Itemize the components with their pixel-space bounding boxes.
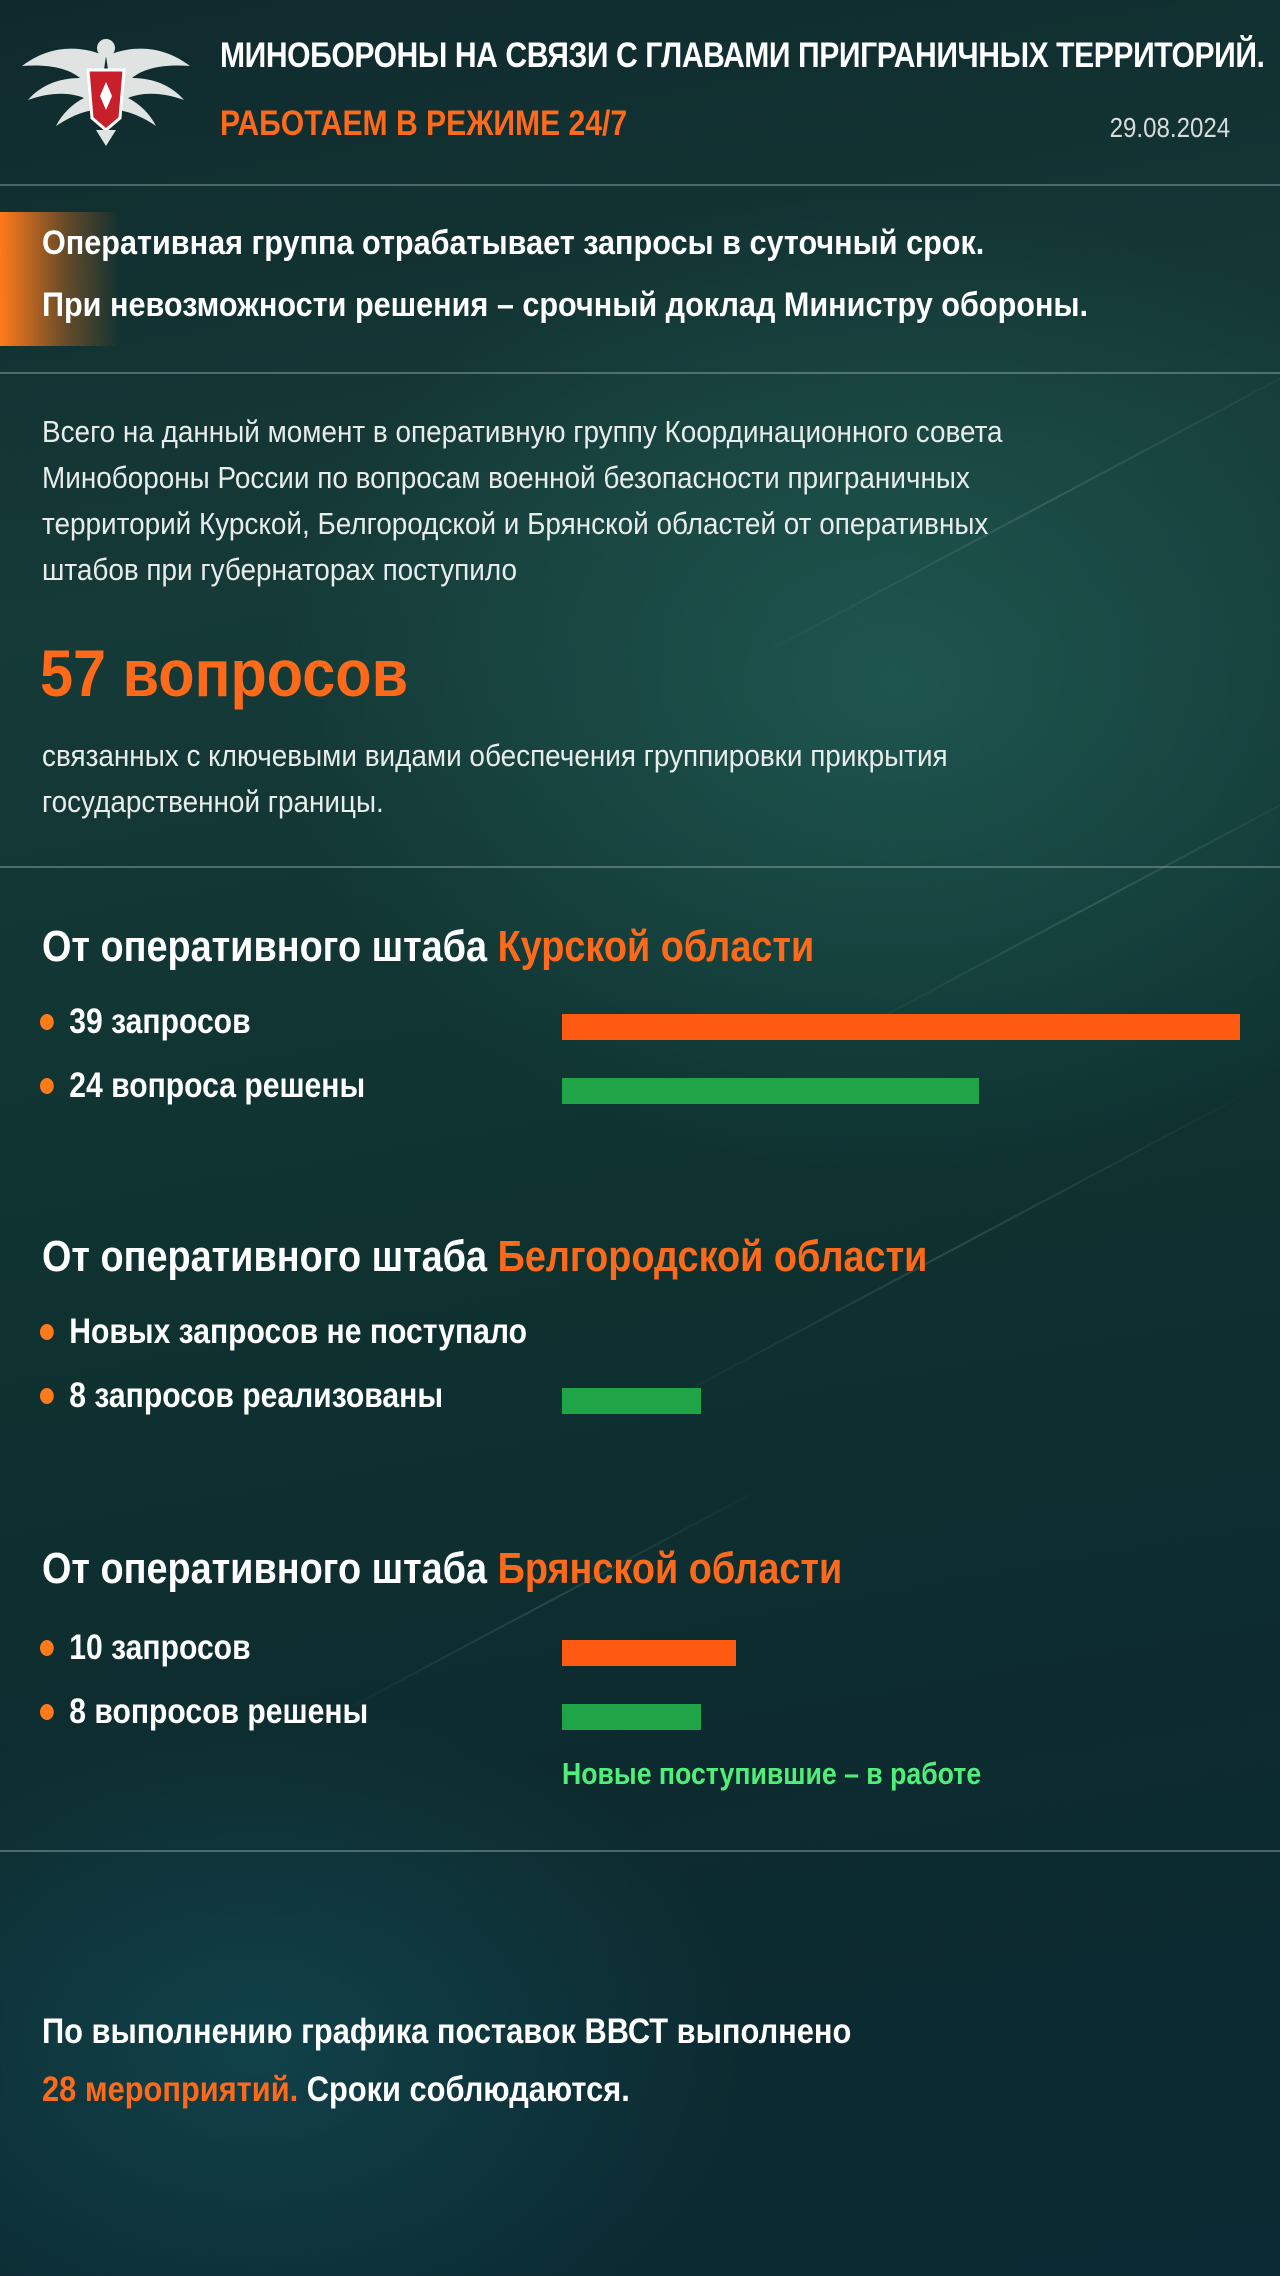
lead-line-2: При невозможности решения – срочный докл… xyxy=(42,286,1089,324)
section-prefix: От оперативного штаба xyxy=(42,1544,498,1593)
summary-after-line: государственной границы. xyxy=(42,784,384,819)
total-questions: 57 вопросов xyxy=(40,636,409,710)
footer-rest: Сроки соблюдаются. xyxy=(298,2070,630,2109)
section-region: Курской области xyxy=(497,922,815,971)
item-label: 39 запросов xyxy=(69,1002,251,1041)
footer-highlight: 28 мероприятий. xyxy=(42,2070,299,2109)
summary-line: Всего на данный момент в оперативную гру… xyxy=(42,414,1003,449)
resolved-bar xyxy=(562,1704,701,1730)
bullet-icon xyxy=(40,1704,54,1720)
accent-bar xyxy=(0,212,120,346)
lead-line-1: Оперативная группа отрабатывает запросы … xyxy=(42,224,985,262)
section-region: Белгородской области xyxy=(497,1232,928,1281)
section-region: Брянской области xyxy=(497,1544,843,1593)
bullet-icon xyxy=(40,1388,54,1404)
bullet-icon xyxy=(40,1324,54,1340)
summary-line: территорий Курской, Белгородской и Брянс… xyxy=(42,506,989,541)
item-label: 10 запросов xyxy=(69,1628,251,1667)
list-item: 8 вопросов решены xyxy=(40,1692,368,1732)
requests-bar xyxy=(562,1014,1240,1040)
divider xyxy=(0,184,1280,186)
list-item: 39 запросов xyxy=(40,1002,251,1042)
list-item: 24 вопроса решены xyxy=(40,1066,365,1106)
item-label: Новых запросов не поступало xyxy=(69,1312,527,1351)
summary-after-line: связанных с ключевыми видами обеспечения… xyxy=(42,738,948,773)
divider xyxy=(0,1850,1280,1852)
footer-line-2: 28 мероприятий. Сроки соблюдаются. xyxy=(42,2070,630,2110)
section-title-kursk: От оперативного штаба Курской области xyxy=(42,922,814,972)
section-prefix: От оперативного штаба xyxy=(42,1232,498,1281)
requests-bar xyxy=(562,1640,736,1666)
divider xyxy=(0,866,1280,868)
item-label: 8 вопросов решены xyxy=(69,1692,369,1731)
section-prefix: От оперативного штаба xyxy=(42,922,498,971)
ministry-emblem xyxy=(18,26,194,148)
section-title-bryansk: От оперативного штаба Брянской области xyxy=(42,1544,842,1594)
list-item: 8 запросов реализованы xyxy=(40,1376,443,1416)
in-progress-note: Новые поступившие – в работе xyxy=(562,1756,982,1791)
bullet-icon xyxy=(40,1640,54,1656)
resolved-bar xyxy=(562,1388,701,1414)
header-subtitle: РАБОТАЕМ В РЕЖИМЕ 24/7 xyxy=(220,104,628,143)
footer-line-1: По выполнению графика поставок ВВСТ выпо… xyxy=(42,2012,852,2051)
summary-line: штабов при губернаторах поступило xyxy=(42,552,517,587)
item-label: 8 запросов реализованы xyxy=(69,1376,444,1415)
section-title-belgorod: От оперативного штаба Белгородской облас… xyxy=(42,1232,927,1282)
item-label: 24 вопроса решены xyxy=(69,1066,366,1105)
header-title: МИНОБОРОНЫ НА СВЯЗИ С ГЛАВАМИ ПРИГРАНИЧН… xyxy=(220,36,1265,75)
bullet-icon xyxy=(40,1014,54,1030)
list-item: Новых запросов не поступало xyxy=(40,1312,527,1352)
bullet-icon xyxy=(40,1078,54,1094)
divider xyxy=(0,372,1280,374)
summary-line: Минобороны России по вопросам военной бе… xyxy=(42,460,970,495)
list-item: 10 запросов xyxy=(40,1628,251,1668)
eagle-emblem-icon xyxy=(22,39,190,146)
header-date: 29.08.2024 xyxy=(1109,112,1230,143)
resolved-bar xyxy=(562,1078,979,1104)
